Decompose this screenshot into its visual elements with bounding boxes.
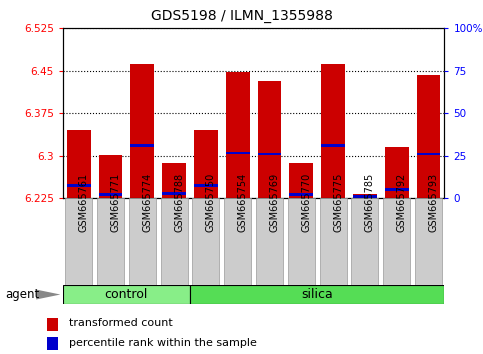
Text: silica: silica <box>301 288 333 301</box>
Text: GSM665770: GSM665770 <box>301 173 311 232</box>
Bar <box>194 130 218 198</box>
Bar <box>353 194 377 198</box>
Bar <box>256 198 283 285</box>
Bar <box>67 130 91 198</box>
Bar <box>194 184 218 187</box>
Bar <box>320 198 347 285</box>
Text: GDS5198 / ILMN_1355988: GDS5198 / ILMN_1355988 <box>151 9 332 23</box>
Bar <box>130 64 154 198</box>
Bar <box>162 192 186 195</box>
Bar <box>99 155 122 198</box>
Bar <box>65 198 92 285</box>
Text: GSM665775: GSM665775 <box>333 173 343 232</box>
Text: GSM665769: GSM665769 <box>270 173 280 232</box>
Text: GSM665771: GSM665771 <box>111 173 120 232</box>
Bar <box>289 193 313 196</box>
Text: GSM665761: GSM665761 <box>79 173 89 232</box>
Bar <box>224 198 251 285</box>
Bar <box>257 81 282 198</box>
Bar <box>288 198 315 285</box>
Bar <box>63 285 190 304</box>
Text: percentile rank within the sample: percentile rank within the sample <box>69 337 257 348</box>
Text: transformed count: transformed count <box>69 318 173 329</box>
Bar <box>383 198 410 285</box>
Bar <box>226 152 250 154</box>
Text: GSM665792: GSM665792 <box>397 173 407 232</box>
Bar <box>129 198 156 285</box>
Bar <box>192 198 219 285</box>
Bar <box>289 162 313 198</box>
Text: GSM665788: GSM665788 <box>174 173 184 232</box>
Bar <box>416 75 440 198</box>
Bar <box>47 337 58 350</box>
Bar <box>415 198 442 285</box>
Bar <box>99 193 122 196</box>
Bar <box>47 318 58 331</box>
Bar <box>416 153 440 155</box>
Bar <box>385 147 409 198</box>
Text: GSM665774: GSM665774 <box>142 173 152 232</box>
Bar <box>160 198 187 285</box>
Polygon shape <box>36 290 60 299</box>
Bar <box>226 73 250 198</box>
Text: GSM665750: GSM665750 <box>206 173 216 232</box>
Bar <box>385 188 409 191</box>
Bar <box>162 162 186 198</box>
Bar <box>351 198 378 285</box>
Bar <box>130 144 154 147</box>
Text: GSM665793: GSM665793 <box>428 173 439 232</box>
Bar <box>257 153 282 155</box>
Bar <box>321 64 345 198</box>
Text: GSM665785: GSM665785 <box>365 173 375 232</box>
Text: GSM665754: GSM665754 <box>238 173 248 232</box>
Text: control: control <box>105 288 148 301</box>
Bar <box>321 144 345 147</box>
Bar <box>67 184 91 187</box>
Bar <box>353 195 377 198</box>
Text: agent: agent <box>5 288 39 301</box>
Bar <box>97 198 124 285</box>
Bar <box>190 285 444 304</box>
